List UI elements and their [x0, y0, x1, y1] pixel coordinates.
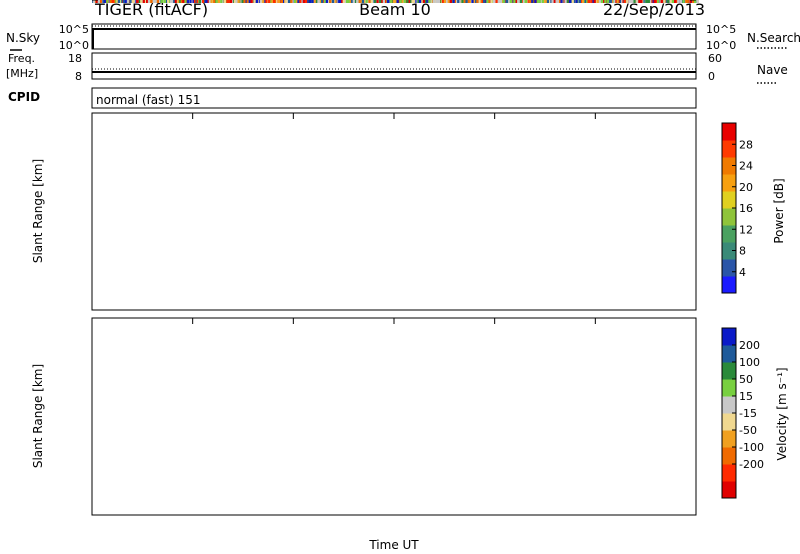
date-title: 22/Sep/2013: [603, 0, 705, 19]
nsearch-label: N.Search: [747, 31, 800, 45]
colorbar-swatch: [722, 123, 736, 141]
power-ylabel: Slant Range [km]: [31, 159, 45, 263]
power-panel: 1000200030004000 Slant Range [km] 4 8 12 16…: [31, 0, 786, 311]
colorbar-swatch: [722, 225, 736, 243]
colorbar-swatch: [722, 140, 736, 158]
nsky-frame: [91, 23, 697, 50]
colorbar-tick-label: 4: [739, 266, 746, 279]
colorbar-swatch: [722, 242, 736, 260]
freq-left-tick-bottom: 8: [75, 70, 82, 83]
colorbar-swatch: [722, 276, 736, 294]
power-colorbar-label: Power [dB]: [772, 178, 786, 243]
colorbar-tick-label: 8: [739, 245, 746, 258]
velocity-panel: 1000200030004000 00:0004:0008:0012:0016:…: [31, 0, 789, 552]
nsky-left-tick-bottom: 10^0: [59, 39, 89, 52]
y-tick-label: 1000: [59, 0, 87, 3]
power-frame: [91, 112, 697, 311]
freq-left-tick-top: 18: [68, 52, 82, 65]
nave-label: Nave: [757, 63, 788, 77]
range-gate-cell: [152, 0, 155, 3]
colorbar-swatch: [722, 208, 736, 226]
colorbar-swatch: [722, 174, 736, 192]
colorbar-tick-label: 28: [739, 138, 753, 151]
beam-title: Beam 10: [359, 0, 431, 19]
cpid-frame: [91, 87, 697, 109]
y-tick-label: 3000: [59, 0, 87, 3]
range-gate-cell: [154, 0, 157, 3]
colorbar-swatch: [722, 259, 736, 277]
colorbar-tick-label: 24: [739, 160, 753, 173]
colorbar-swatch: [722, 157, 736, 175]
power-colorbar: 4 8 12 16 20 24 28: [721, 122, 753, 294]
nsky-left-tick-top: 10^5: [59, 23, 89, 36]
cpid-panel: CPID normal (fast) 151: [8, 87, 697, 109]
nsky-label: N.Sky: [6, 31, 40, 45]
freq-right-tick-top: 60: [708, 52, 722, 65]
y-tick-label: 4000: [59, 0, 87, 3]
freq-right-tick-bottom: 0: [708, 70, 715, 83]
cpid-text: normal (fast) 151: [96, 93, 200, 107]
power-y-ticks: 1000200030004000: [59, 0, 696, 3]
range-gate-cell: [219, 0, 222, 3]
nsky-right-tick-bottom: 10^0: [706, 39, 736, 52]
freq-label: Freq.: [8, 52, 35, 65]
range-gate-cell: [169, 0, 172, 3]
y-tick-label: 2000: [59, 0, 87, 3]
colorbar-swatch: [722, 191, 736, 209]
cpid-label: CPID: [8, 90, 40, 104]
power-x-ticks: [91, 113, 697, 119]
nsky-panel: N.Sky 10^5 10^0 10^5 10^0 N.Search: [6, 23, 800, 52]
colorbar-tick-label: 16: [739, 202, 753, 215]
nsky-right-tick-top: 10^5: [706, 23, 736, 36]
velocity-scatter-layer: [92, 0, 699, 3]
radar-title: TIGER (fitACF): [94, 0, 208, 19]
colorbar-tick-label: 20: [739, 181, 753, 194]
freq-panel: Freq. [MHz] 18 8 60 0 Nave: [6, 52, 788, 84]
colorbar-tick-label: 12: [739, 223, 753, 236]
freq-frame: [91, 52, 697, 80]
freq-unit-label: [MHz]: [6, 67, 38, 80]
